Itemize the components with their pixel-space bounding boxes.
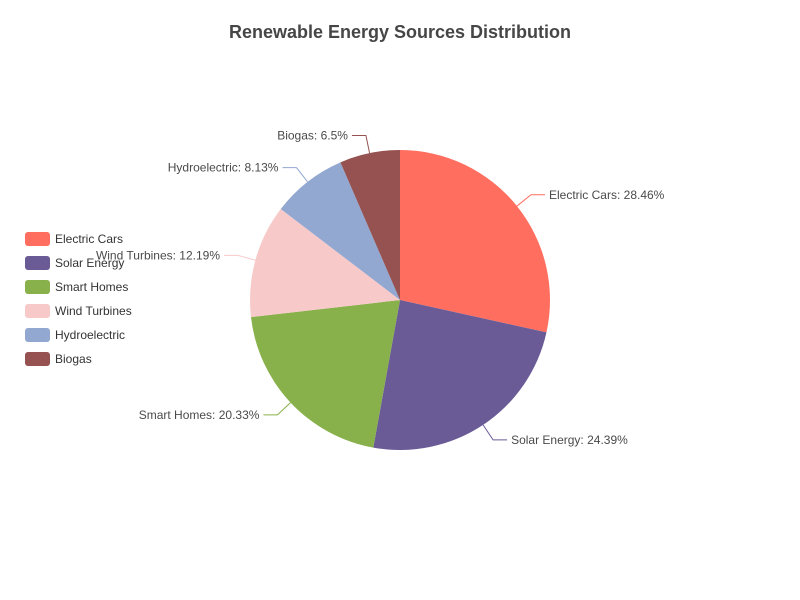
leader-line-wind-turbines	[224, 254, 256, 261]
chart-title: Renewable Energy Sources Distribution	[229, 22, 571, 42]
legend-item-hydroelectric[interactable]: Hydroelectric	[25, 328, 125, 342]
leader-line-hydroelectric	[282, 167, 308, 183]
slice-label-electric-cars: Electric Cars: 28.46%	[549, 188, 665, 202]
legend-item-electric-cars[interactable]: Electric Cars	[25, 232, 123, 246]
slice-labels: Electric Cars: 28.46% Solar Energy: 24.39…	[96, 128, 665, 446]
legend-item-wind-turbines[interactable]: Wind Turbines	[25, 304, 132, 318]
legend-item-solar-energy[interactable]: Solar Energy	[25, 256, 124, 270]
legend-item-smart-homes[interactable]: Smart Homes	[25, 280, 128, 294]
legend-swatch-hydroelectric	[25, 328, 50, 342]
legend-swatch-biogas	[25, 352, 50, 366]
slice-label-biogas: Biogas: 6.5%	[277, 128, 348, 142]
leader-line-electric-cars	[516, 194, 545, 207]
slice-label-wind-turbines: Wind Turbines: 12.19%	[96, 248, 220, 262]
pie-slice-solar-energy[interactable]	[373, 300, 547, 450]
pie-slice-biogas[interactable]	[340, 150, 400, 300]
pie-slice-wind-turbines[interactable]	[249, 209, 400, 318]
legend-swatch-electric-cars	[25, 232, 50, 246]
legend-label-smart-homes: Smart Homes	[55, 280, 128, 294]
pie-slice-hydroelectric[interactable]	[280, 162, 400, 300]
legend-label-hydroelectric: Hydroelectric	[55, 328, 125, 342]
legend-label-solar-energy: Solar Energy	[55, 256, 124, 270]
legend-label-biogas: Biogas	[55, 352, 92, 366]
slice-label-smart-homes: Smart Homes: 20.33%	[139, 408, 260, 422]
slice-label-solar-energy: Solar Energy: 24.39%	[511, 433, 628, 447]
legend-swatch-solar-energy	[25, 256, 50, 270]
pie-slice-electric-cars[interactable]	[400, 150, 550, 333]
legend-swatch-smart-homes	[25, 280, 50, 294]
legend: Electric Cars Solar Energy Smart Homes Wind…	[25, 232, 132, 366]
legend-swatch-wind-turbines	[25, 304, 50, 318]
leader-line-biogas	[351, 134, 371, 154]
slice-label-hydroelectric: Hydroelectric: 8.13%	[168, 161, 279, 175]
pie-slices	[249, 150, 550, 450]
legend-item-biogas[interactable]: Biogas	[25, 352, 92, 366]
legend-label-electric-cars: Electric Cars	[55, 232, 123, 246]
leader-line-solar-energy	[482, 424, 508, 441]
leader-line-smart-homes	[263, 402, 291, 416]
pie-slice-smart-homes[interactable]	[250, 300, 400, 448]
legend-label-wind-turbines: Wind Turbines	[55, 304, 132, 318]
